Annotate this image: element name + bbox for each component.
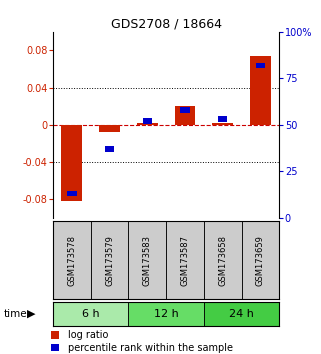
Text: GSM173578: GSM173578	[67, 235, 76, 286]
Text: 6 h: 6 h	[82, 309, 100, 319]
Text: 24 h: 24 h	[229, 309, 254, 319]
Text: GSM173659: GSM173659	[256, 235, 265, 286]
Title: GDS2708 / 18664: GDS2708 / 18664	[111, 18, 221, 31]
Bar	[212, 123, 233, 125]
Bar	[67, 191, 76, 196]
Bar	[61, 125, 82, 201]
Text: percentile rank within the sample: percentile rank within the sample	[68, 343, 233, 353]
Bar	[166, 221, 204, 299]
Bar	[105, 146, 114, 152]
Text: GSM173579: GSM173579	[105, 235, 114, 286]
Text: GSM173583: GSM173583	[143, 235, 152, 286]
Bar	[175, 106, 195, 125]
Text: log ratio: log ratio	[68, 330, 108, 340]
Text: time: time	[3, 309, 27, 319]
Bar	[128, 221, 166, 299]
Bar	[256, 63, 265, 68]
Bar	[143, 118, 152, 124]
Bar	[99, 125, 120, 132]
Bar	[241, 221, 279, 299]
Bar	[53, 221, 91, 299]
Text: GSM173587: GSM173587	[180, 235, 189, 286]
Text: 12 h: 12 h	[154, 309, 178, 319]
Bar	[204, 221, 241, 299]
Bar	[128, 302, 204, 326]
Bar	[53, 302, 128, 326]
Bar	[51, 344, 59, 351]
Bar	[180, 107, 190, 113]
Text: GSM173658: GSM173658	[218, 235, 227, 286]
Bar	[137, 123, 158, 125]
Bar	[218, 116, 227, 122]
Bar	[91, 221, 128, 299]
Bar	[51, 331, 59, 338]
Text: ▶: ▶	[27, 309, 36, 319]
Bar	[204, 302, 279, 326]
Bar	[250, 56, 271, 125]
